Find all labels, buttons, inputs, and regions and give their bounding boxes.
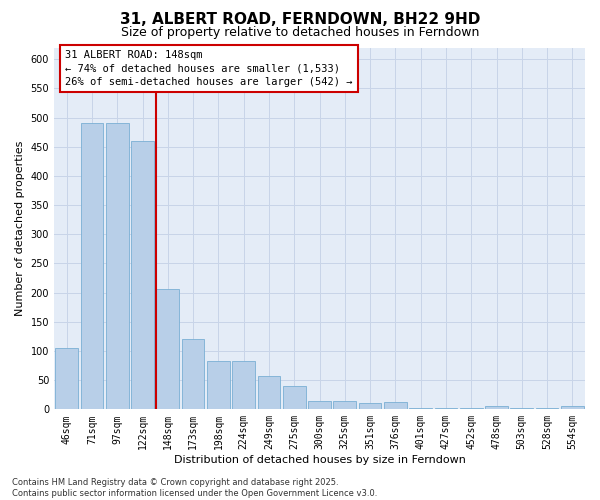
Bar <box>536 408 559 410</box>
Text: 31, ALBERT ROAD, FERNDOWN, BH22 9HD: 31, ALBERT ROAD, FERNDOWN, BH22 9HD <box>120 12 480 28</box>
Bar <box>561 406 584 410</box>
Bar <box>157 288 179 410</box>
X-axis label: Distribution of detached houses by size in Ferndown: Distribution of detached houses by size … <box>173 455 466 465</box>
Bar <box>485 406 508 410</box>
Text: Size of property relative to detached houses in Ferndown: Size of property relative to detached ho… <box>121 26 479 39</box>
Bar <box>80 124 103 410</box>
Bar <box>308 400 331 409</box>
Bar <box>55 348 78 410</box>
Text: Contains HM Land Registry data © Crown copyright and database right 2025.
Contai: Contains HM Land Registry data © Crown c… <box>12 478 377 498</box>
Bar <box>334 400 356 409</box>
Text: 31 ALBERT ROAD: 148sqm
← 74% of detached houses are smaller (1,533)
26% of semi-: 31 ALBERT ROAD: 148sqm ← 74% of detached… <box>65 50 353 87</box>
Bar <box>106 124 128 410</box>
Bar <box>257 376 280 410</box>
Y-axis label: Number of detached properties: Number of detached properties <box>15 140 25 316</box>
Bar <box>460 408 482 410</box>
Bar <box>232 362 255 410</box>
Bar <box>182 340 205 409</box>
Bar <box>283 386 305 409</box>
Bar <box>131 141 154 409</box>
Bar <box>359 404 382 409</box>
Bar <box>409 408 432 410</box>
Bar <box>384 402 407 409</box>
Bar <box>207 362 230 410</box>
Bar <box>511 408 533 410</box>
Bar <box>434 408 457 410</box>
